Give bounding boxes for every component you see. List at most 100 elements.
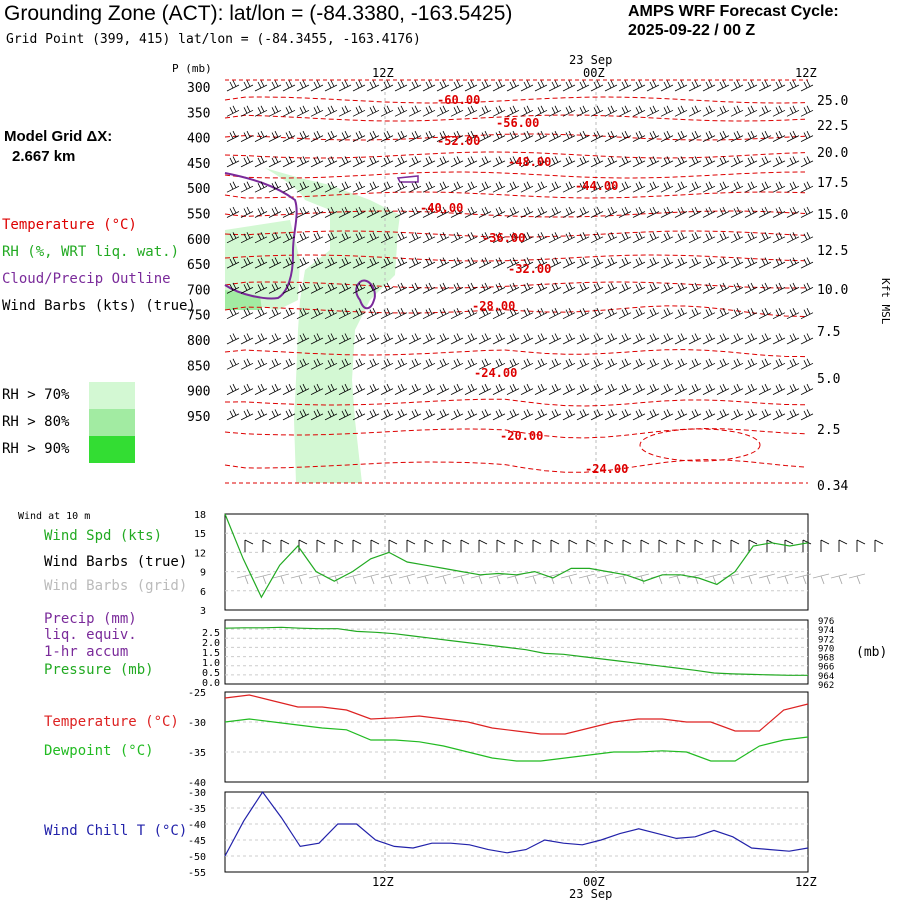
wind-barb — [310, 358, 324, 370]
wind-barb — [674, 333, 688, 345]
wind10m-y-tick: 15 — [194, 529, 206, 540]
wind-barb — [800, 383, 814, 395]
model-grid-value: 2.667 km — [12, 148, 76, 165]
wind-barb — [716, 156, 730, 168]
wind-barb — [366, 409, 380, 421]
wind-barb — [422, 257, 436, 269]
pressure-tick-label: 650 — [187, 258, 210, 273]
wind-barb — [450, 409, 464, 421]
pressure-tick-label: 300 — [187, 81, 210, 96]
wind-barb — [338, 130, 352, 142]
wind-barb — [758, 257, 772, 269]
wind-barb-true — [676, 539, 686, 552]
wind-barb-grid — [434, 573, 452, 585]
wind-barb — [352, 232, 366, 244]
wind-barb — [226, 383, 240, 395]
wind-barb — [464, 181, 478, 193]
wind-barb — [240, 130, 254, 142]
wind-barb — [310, 257, 324, 269]
wind-barb — [730, 308, 744, 320]
wind-barb — [660, 130, 674, 142]
wind-barb — [618, 308, 632, 320]
wind-barb — [422, 156, 436, 168]
wind-barb-true — [622, 539, 632, 552]
wind-barb — [520, 206, 534, 218]
wind-barb — [758, 232, 772, 244]
wind-barb — [394, 282, 408, 294]
wind-barb — [590, 383, 604, 395]
dewpoint-line — [224, 718, 809, 762]
cloud-outline-tiny — [396, 175, 419, 183]
wind-barb — [338, 232, 352, 244]
pressure-tick-label: 400 — [187, 132, 210, 147]
wind-barb — [688, 105, 702, 117]
wind-barb — [716, 282, 730, 294]
wind-barb — [464, 308, 478, 320]
temperature-contour-cell — [639, 428, 761, 462]
wind-barb — [492, 206, 506, 218]
legend-temperature: Temperature (°C) — [2, 217, 137, 233]
wind-barb — [506, 181, 520, 193]
wind-barb — [408, 105, 422, 117]
wind-barb — [702, 156, 716, 168]
wind-barb — [590, 156, 604, 168]
wind-barb — [744, 308, 758, 320]
wind-barb — [338, 105, 352, 117]
wind-barb — [464, 232, 478, 244]
wind-barb — [786, 232, 800, 244]
wind-barb — [436, 206, 450, 218]
wind10m-y-tick: 3 — [200, 606, 206, 617]
temperature-contour-label: -20.00 — [500, 429, 543, 443]
wind-barb — [408, 282, 422, 294]
wind-barb — [772, 80, 786, 92]
wind-barb — [618, 358, 632, 370]
wind10m-panel-title: Wind at 10 m — [18, 511, 91, 522]
height-tick-label: 5.0 — [817, 372, 840, 387]
wind-barb-true — [496, 539, 506, 552]
wind-barb — [478, 130, 492, 142]
wind-barb — [352, 282, 366, 294]
temp-y-tick: -30 — [188, 718, 206, 729]
wind-barb — [464, 130, 478, 142]
wind-barb — [548, 206, 562, 218]
wind-barb — [352, 333, 366, 345]
wind-barb — [632, 383, 646, 395]
temperature-contour — [224, 281, 806, 289]
wind-barb — [352, 257, 366, 269]
wind-chill-y-tick: -50 — [188, 852, 206, 863]
wind-barb-true — [766, 539, 776, 552]
wind-barb — [380, 232, 394, 244]
wind-barb — [492, 308, 506, 320]
wind-barb — [408, 409, 422, 421]
wind-barb — [730, 282, 744, 294]
wind-barb — [632, 156, 646, 168]
wind-barb — [548, 308, 562, 320]
wind-barb-true — [388, 539, 398, 552]
wind-barb — [366, 257, 380, 269]
wind-barb — [478, 105, 492, 117]
wind-barb — [226, 282, 240, 294]
wind-barb — [352, 80, 366, 92]
wind-barb-true — [820, 539, 830, 552]
legend-rh90-swatch — [89, 436, 135, 463]
wind-barb — [310, 206, 324, 218]
model-grid-label: Model Grid ΔX: — [4, 128, 113, 145]
wind-barb — [282, 383, 296, 395]
wind-barb — [786, 308, 800, 320]
wind-barb — [408, 181, 422, 193]
wind-barb — [562, 156, 576, 168]
wind-barb — [716, 232, 730, 244]
wind-barb — [240, 80, 254, 92]
wind-barb — [338, 358, 352, 370]
precip-y-tick: 2.5 — [202, 628, 220, 639]
temperature-contour — [224, 254, 806, 262]
temperature-contour — [224, 349, 806, 358]
wind-barb — [282, 333, 296, 345]
wind-barb — [800, 80, 814, 92]
wind-barb — [310, 181, 324, 193]
wind-barb — [646, 257, 660, 269]
wind-barb — [772, 308, 786, 320]
wind-barb — [380, 257, 394, 269]
wind-barb — [576, 206, 590, 218]
wind-chill-y-tick: -40 — [188, 820, 206, 831]
